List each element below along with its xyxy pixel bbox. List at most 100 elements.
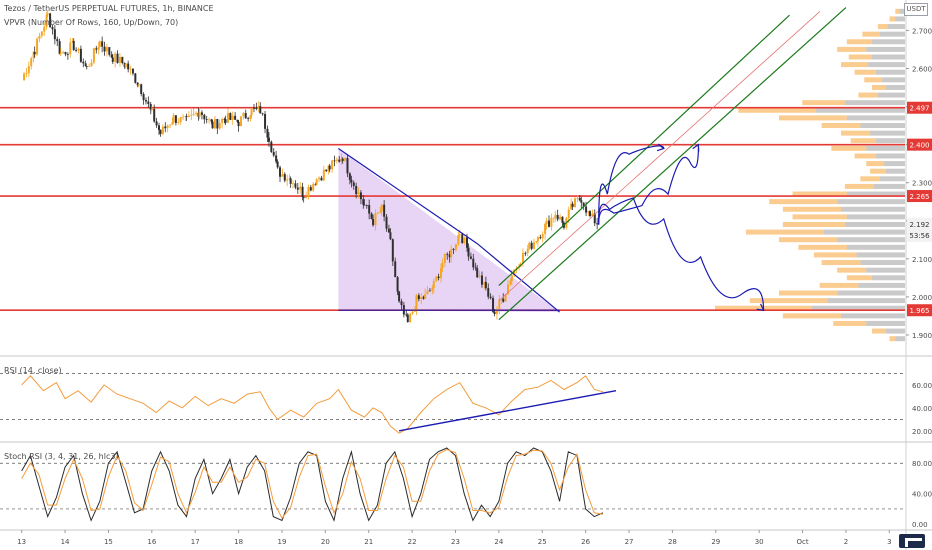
candle-body — [338, 159, 341, 162]
candle-body — [521, 252, 524, 264]
volume-profile-up-bar — [821, 260, 861, 266]
candle-body — [127, 63, 130, 70]
volume-profile-up-bar — [854, 153, 876, 159]
rsi-line — [21, 375, 604, 434]
volume-profile-up-bar — [792, 214, 847, 220]
volume-profile-up-bar — [841, 130, 871, 136]
candle-body — [84, 63, 87, 67]
volume-profile-down-bar — [879, 176, 905, 182]
candle-body — [331, 160, 334, 170]
candle-body — [387, 228, 390, 233]
candle-body — [487, 288, 490, 297]
candle-body — [559, 216, 562, 220]
tradingview-logo[interactable] — [899, 534, 925, 548]
volume-profile-down-bar — [899, 8, 905, 14]
candle-body — [185, 116, 188, 117]
candle-body — [554, 214, 557, 218]
candle-body — [161, 126, 164, 134]
candle-body — [276, 161, 279, 168]
candle-body — [528, 242, 531, 249]
volume-profile-up-bar — [819, 282, 859, 288]
candle-body — [205, 119, 208, 121]
candle-body — [294, 183, 297, 188]
currency-badge[interactable]: USDT — [904, 3, 928, 16]
volume-profile-up-bar — [844, 183, 874, 189]
level-price-tag-label: 2.265 — [909, 193, 929, 201]
candle-body — [591, 213, 594, 216]
candle-body — [556, 214, 559, 220]
volume-profile-up-bar — [738, 107, 816, 113]
candle-body — [261, 113, 264, 115]
time-tick-label: 27 — [625, 538, 634, 546]
volume-profile-down-bar — [858, 282, 905, 288]
stoch-pane: 80.00 40.00 0.00 — [0, 447, 932, 531]
candle-body — [580, 200, 583, 203]
volume-profile-down-bar — [866, 320, 905, 326]
volume-profile-down-bar — [856, 252, 905, 258]
candle-body — [187, 115, 190, 117]
candle-body — [252, 108, 255, 109]
volume-profile-down-bar — [837, 290, 905, 296]
volume-profile-down-bar — [823, 229, 905, 235]
candle-body — [385, 216, 388, 229]
volume-profile-up-bar — [782, 221, 845, 227]
volume-profile-down-bar — [870, 130, 905, 136]
volume-profile-down-bar — [887, 24, 905, 30]
volume-profile-up-bar — [778, 290, 838, 296]
candle-body — [582, 202, 585, 207]
volume-profile-down-bar — [873, 183, 905, 189]
candle-body — [123, 63, 126, 68]
candle-body — [305, 197, 308, 198]
volume-profile-up-bar — [864, 77, 882, 83]
candle-body — [82, 61, 85, 64]
candle-body — [398, 291, 401, 302]
candle-body — [195, 112, 198, 114]
time-tick-label: 3 — [887, 538, 891, 546]
candle-body — [379, 211, 382, 213]
candle-body — [359, 192, 362, 200]
candle-body — [536, 237, 539, 242]
candle-body — [236, 119, 239, 122]
candle-body — [552, 217, 555, 219]
candle-body — [363, 204, 366, 206]
volume-profile-down-bar — [860, 260, 905, 266]
time-tick-label: 23 — [451, 538, 460, 546]
projection-alt-bullish-path — [598, 144, 700, 225]
candle-body — [124, 63, 127, 68]
time-tick-label: 21 — [364, 538, 373, 546]
candle-body — [79, 48, 82, 62]
candle-body — [333, 160, 336, 162]
candle-body — [155, 121, 158, 126]
volume-profile-down-bar — [875, 69, 905, 75]
candle-body — [370, 213, 373, 220]
candle-body — [221, 119, 224, 124]
candle-body — [322, 169, 325, 181]
candle-body — [75, 50, 78, 51]
candle-body — [383, 204, 386, 217]
candle-body — [478, 275, 481, 278]
candle-body — [506, 284, 509, 295]
stoch-tick-label: 80.00 — [912, 460, 932, 468]
trendline-channel-mid — [498, 11, 821, 301]
candle-body — [197, 112, 200, 117]
volume-profile-down-bar — [860, 123, 905, 129]
chart-title: Tezos / TetherUS PERPETUAL FUTURES, 1h, … — [4, 4, 214, 13]
volume-profile-down-bar — [868, 62, 905, 68]
candle-body — [348, 173, 351, 180]
volume-profile-up-bar — [746, 229, 824, 235]
volume-profile-down-bar — [844, 100, 905, 106]
candle-body — [272, 151, 275, 156]
trendline-channel-lower — [498, 7, 847, 321]
candle-body — [58, 41, 61, 55]
volume-profile-down-bar — [866, 267, 905, 273]
projection-bearish-path — [598, 197, 765, 311]
candle-body — [446, 253, 449, 255]
volume-profile-down-bar — [811, 305, 905, 311]
candle-body — [422, 296, 425, 299]
candle-body — [184, 116, 187, 117]
candle-body — [216, 119, 219, 129]
candle-body — [396, 277, 399, 292]
rsi-tick-label: 60.00 — [912, 382, 932, 390]
volume-profile-up-bar — [862, 31, 880, 37]
